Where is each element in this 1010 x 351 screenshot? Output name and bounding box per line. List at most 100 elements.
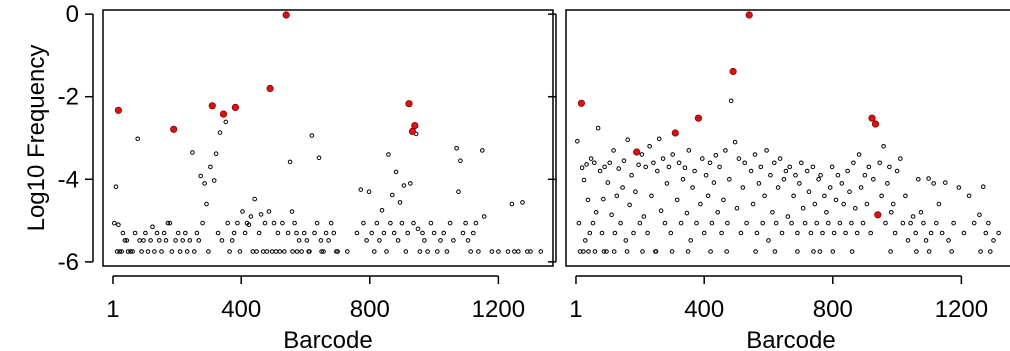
right-data-point bbox=[588, 156, 594, 161]
right-data-point bbox=[668, 230, 674, 236]
left-data-point bbox=[366, 189, 372, 194]
right-data-point bbox=[971, 220, 977, 226]
right-data-point bbox=[888, 249, 893, 254]
right-data-point bbox=[885, 181, 890, 186]
left-x-tick-label: 800 bbox=[350, 296, 390, 323]
left-data-point bbox=[117, 249, 122, 254]
left-data-point bbox=[173, 238, 178, 243]
left-data-point bbox=[285, 230, 291, 236]
right-data-point bbox=[988, 249, 993, 254]
right-data-point bbox=[779, 230, 785, 236]
right-data-point bbox=[612, 230, 618, 236]
right-data-point bbox=[616, 166, 622, 171]
right-data-point bbox=[639, 152, 645, 157]
right-data-point bbox=[951, 220, 956, 226]
right-data-point bbox=[812, 201, 818, 207]
left-data-point bbox=[454, 146, 459, 151]
right-data-point bbox=[816, 177, 821, 182]
left-points-layer bbox=[112, 11, 544, 254]
right-data-point bbox=[934, 220, 939, 226]
left-x-tick-label: 400 bbox=[221, 296, 261, 323]
left-data-point bbox=[473, 220, 479, 226]
right-data-point bbox=[587, 230, 593, 236]
left-data-point bbox=[480, 148, 485, 153]
left-x-axis: 1 400 800 1200 bbox=[106, 275, 525, 323]
right-data-point bbox=[692, 168, 697, 174]
right-data-point bbox=[783, 168, 789, 174]
right-data-point bbox=[820, 230, 825, 236]
right-data-point bbox=[883, 220, 888, 226]
right-data-point bbox=[666, 164, 672, 170]
left-data-point bbox=[280, 220, 285, 226]
right-data-point bbox=[660, 156, 666, 161]
left-data-point bbox=[211, 178, 217, 183]
right-data-point bbox=[860, 220, 866, 226]
right-data-point bbox=[853, 205, 858, 211]
right-data-point bbox=[808, 230, 814, 236]
right-data-point bbox=[651, 160, 656, 166]
right-data-point bbox=[725, 220, 730, 226]
right-data-point bbox=[837, 220, 843, 226]
right-data-point bbox=[685, 249, 691, 254]
right-data-point bbox=[609, 212, 614, 218]
left-data-point bbox=[397, 200, 403, 205]
right-data-point bbox=[996, 230, 1001, 236]
left-data-point bbox=[175, 230, 181, 236]
right-data-point bbox=[624, 249, 630, 254]
right-data-point bbox=[978, 249, 983, 254]
right-data-point bbox=[921, 220, 926, 226]
left-data-point bbox=[165, 220, 171, 226]
left-data-point bbox=[217, 130, 223, 135]
right-plot-frame bbox=[565, 9, 1010, 267]
right-data-point bbox=[833, 197, 839, 203]
right-data-point bbox=[647, 144, 652, 149]
right-data-point bbox=[620, 185, 625, 190]
left-data-point bbox=[196, 238, 202, 243]
right-data-point bbox=[575, 139, 580, 144]
right-data-point bbox=[728, 98, 734, 104]
left-data-point bbox=[312, 230, 317, 236]
left-data-point bbox=[538, 249, 544, 254]
left-data-point bbox=[379, 208, 385, 213]
left-data-point bbox=[198, 173, 203, 179]
left-data-point bbox=[516, 249, 521, 254]
right-data-point bbox=[830, 249, 836, 254]
left-data-point bbox=[463, 220, 468, 226]
right-data-point bbox=[601, 196, 606, 202]
left-data-point bbox=[242, 230, 248, 236]
right-data-point bbox=[736, 156, 742, 161]
right-data-point bbox=[592, 249, 598, 254]
left-data-point bbox=[190, 150, 195, 155]
left-data-point bbox=[125, 249, 131, 254]
right-x-tick-label: 1200 bbox=[935, 296, 988, 323]
right-data-point bbox=[633, 189, 638, 194]
left-data-point bbox=[301, 230, 307, 236]
right-data-point bbox=[579, 165, 585, 170]
right-data-point bbox=[826, 220, 831, 226]
left-highlight-point bbox=[405, 100, 413, 108]
right-data-point bbox=[629, 172, 634, 178]
right-data-point bbox=[868, 230, 874, 236]
left-data-point bbox=[137, 238, 142, 243]
left-data-point bbox=[194, 230, 200, 236]
left-data-point bbox=[391, 230, 397, 236]
left-data-point bbox=[120, 230, 126, 236]
right-x-axis-title: Barcode bbox=[746, 327, 835, 351]
right-data-point bbox=[804, 168, 810, 174]
right-data-point bbox=[814, 220, 820, 226]
left-data-point bbox=[260, 249, 266, 254]
right-data-point bbox=[656, 136, 662, 142]
left-data-point bbox=[390, 192, 395, 198]
left-data-point bbox=[296, 238, 302, 243]
right-x-tick-label: 400 bbox=[684, 296, 724, 323]
left-data-point bbox=[169, 249, 175, 254]
right-data-point bbox=[605, 180, 611, 185]
left-data-point bbox=[481, 214, 487, 219]
right-data-point bbox=[592, 160, 597, 166]
right-data-point bbox=[806, 189, 812, 194]
right-data-point bbox=[889, 210, 894, 215]
left-data-point bbox=[458, 158, 463, 163]
right-data-point bbox=[760, 220, 766, 226]
left-data-point bbox=[163, 238, 169, 243]
left-data-point bbox=[425, 249, 430, 254]
